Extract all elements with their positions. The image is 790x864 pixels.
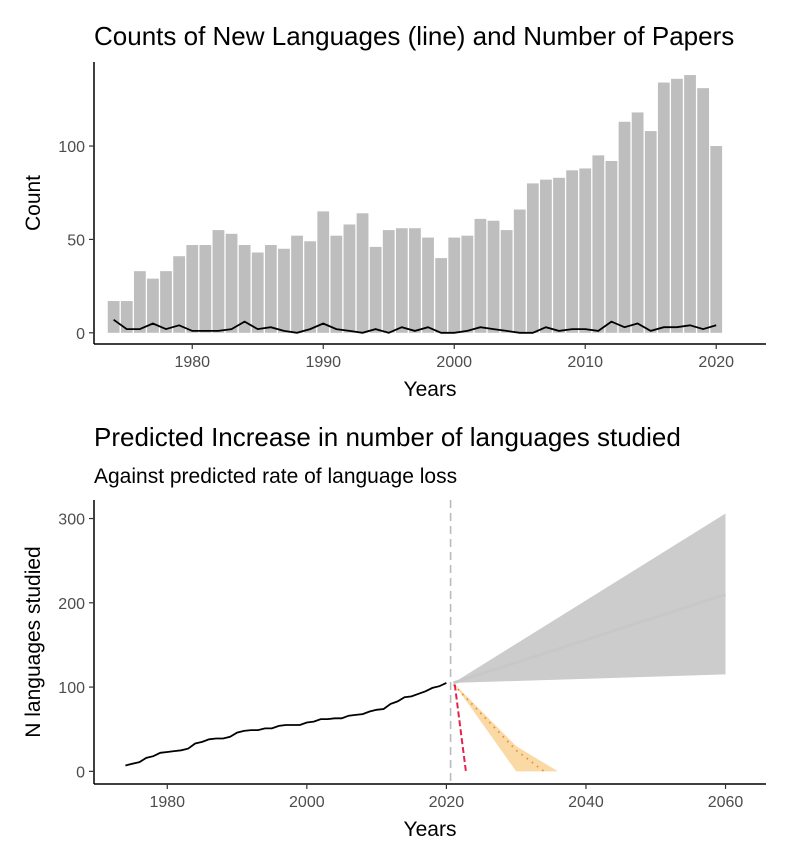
bar-1985 — [251, 252, 264, 333]
bar-1993 — [356, 213, 369, 333]
bar-1984 — [238, 245, 251, 333]
bar-1999 — [435, 258, 448, 333]
bar-2018 — [684, 75, 696, 333]
bar-1977 — [147, 278, 159, 333]
bar-2006 — [526, 183, 539, 333]
bar-1987 — [278, 248, 290, 333]
chart2-x-ticks: 1980 2000 2020 2040 2060 — [149, 784, 743, 811]
bar-1989 — [304, 241, 317, 333]
bar-2008 — [553, 177, 565, 333]
chart1-x-ticks: 1980 1990 2000 2010 2020 — [174, 344, 734, 371]
bar-1980 — [186, 245, 199, 333]
bar-1994 — [369, 246, 382, 333]
chart1-x-tick-label: 2000 — [436, 354, 472, 371]
bar-2017 — [671, 78, 683, 333]
bar-2003 — [487, 220, 500, 333]
bar-1979 — [173, 256, 186, 333]
bar-2005 — [513, 209, 526, 333]
chart1-title: Counts of New Languages (line) and Numbe… — [94, 21, 734, 51]
bar-2014 — [631, 112, 644, 333]
bar-1998 — [422, 237, 434, 333]
bar-1996 — [395, 228, 408, 333]
chart2-x-tick-label: 2040 — [568, 794, 604, 811]
chart1-x-tick-label: 2020 — [698, 354, 734, 371]
chart2-y-tick-label: 300 — [58, 512, 85, 529]
chart1-x-tick-label: 1990 — [305, 354, 341, 371]
series-line-5 — [453, 684, 467, 772]
bar-2010 — [579, 168, 592, 333]
bar-1974 — [107, 301, 120, 333]
bar-2001 — [461, 235, 474, 333]
chart2-y-tick-label: 0 — [76, 764, 85, 781]
bar-1986 — [264, 245, 277, 333]
bar-2012 — [605, 160, 618, 333]
bar-2020 — [710, 146, 723, 333]
chart1-y-tick-label: 100 — [58, 139, 85, 156]
chart1-x-tick-label: 1980 — [174, 354, 210, 371]
chart2-title: Predicted Increase in number of language… — [94, 422, 681, 452]
bar-2015 — [644, 131, 657, 333]
bar-1976 — [133, 271, 146, 333]
new-languages-line — [113, 318, 717, 334]
series-line-2 — [452, 592, 726, 685]
bar-2016 — [657, 82, 670, 333]
chart1-x-axis-title: Years — [404, 378, 457, 401]
bar-1995 — [382, 230, 395, 333]
chart2-lines — [125, 592, 726, 773]
series-line-0 — [125, 682, 447, 767]
bar-1992 — [343, 224, 356, 333]
chart1: Counts of New Languages (line) and Numbe… — [22, 21, 766, 401]
chart2-x-tick-label: 1980 — [149, 794, 185, 811]
bar-1997 — [409, 228, 421, 333]
ribbon-1 — [453, 513, 726, 683]
chart1-y-axis-title: Count — [22, 175, 45, 231]
bar-2013 — [618, 121, 631, 333]
chart2-ribbons — [453, 513, 726, 772]
chart2-y-axis-title: N languages studied — [22, 546, 45, 737]
chart2-y-ticks: 0 100 200 300 — [58, 512, 94, 781]
bar-2011 — [592, 155, 605, 333]
chart2-x-tick-label: 2060 — [708, 794, 744, 811]
bar-1983 — [225, 233, 238, 333]
chart2-x-axis-title: Years — [404, 818, 457, 841]
chart1-y-ticks: 0 50 100 — [58, 139, 94, 343]
ribbon-3 — [453, 682, 558, 772]
chart2-y-tick-label: 100 — [58, 680, 85, 697]
bar-1978 — [160, 271, 172, 333]
bar-1981 — [199, 245, 212, 333]
bar-1990 — [317, 211, 330, 333]
chart2-y-tick-label: 200 — [58, 596, 85, 613]
chart2: Predicted Increase in number of language… — [22, 422, 766, 841]
chart1-y-tick-label: 0 — [76, 326, 85, 343]
chart1-bars — [107, 75, 723, 333]
bar-2000 — [448, 237, 461, 333]
chart1-x-tick-label: 2010 — [567, 354, 603, 371]
bar-2004 — [500, 230, 513, 333]
chart2-x-tick-label: 2000 — [289, 794, 325, 811]
bar-2002 — [474, 218, 487, 333]
chart2-x-tick-label: 2020 — [429, 794, 465, 811]
bar-1975 — [120, 301, 133, 333]
bar-1988 — [291, 235, 303, 333]
bar-1991 — [330, 235, 343, 333]
bar-1982 — [212, 230, 225, 333]
chart1-y-tick-label: 50 — [67, 232, 85, 249]
bar-2007 — [540, 179, 552, 333]
bar-2019 — [697, 88, 710, 333]
chart1-line-layer — [113, 318, 717, 334]
bar-2009 — [566, 170, 579, 333]
chart2-subtitle: Against predicted rate of language loss — [94, 465, 457, 488]
